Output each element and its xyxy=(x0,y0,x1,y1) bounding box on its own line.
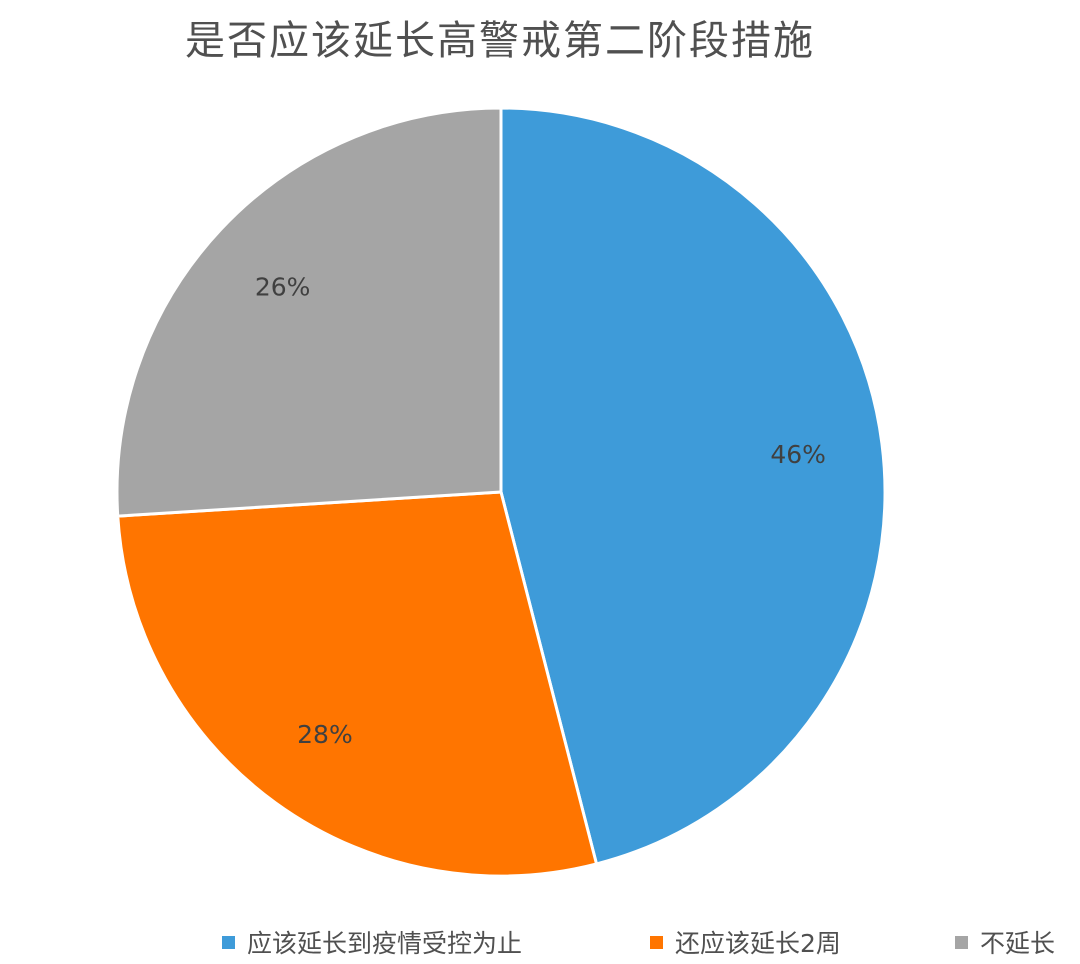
legend-swatch-1 xyxy=(222,935,235,949)
data-label-3: 26% xyxy=(255,272,311,301)
chart-title: 是否应该延长高警戒第二阶段措施 xyxy=(185,18,815,64)
legend-item-2: 还应该延长2周 xyxy=(650,922,841,962)
legend-label-2: 还应该延长2周 xyxy=(675,929,841,958)
pie-slice-3 xyxy=(115,106,503,518)
data-label-2: 28% xyxy=(297,720,353,749)
legend-item-1: 应该延长到疫情受控为止 xyxy=(222,922,522,962)
legend-label-3: 不延长 xyxy=(980,929,1056,958)
pie-chart: 46% 28% 26% xyxy=(115,106,887,878)
legend-item-3: 不延长 xyxy=(955,922,1055,962)
data-label-1: 46% xyxy=(770,440,826,469)
pie-slice-2 xyxy=(116,490,598,878)
legend-swatch-3 xyxy=(955,935,968,949)
legend-swatch-2 xyxy=(650,935,663,949)
legend-label-1: 应该延长到疫情受控为止 xyxy=(247,929,523,958)
pie-slice-1 xyxy=(499,106,887,866)
legend: 应该延长到疫情受控为止 还应该延长2周 不延长 xyxy=(0,922,1080,962)
